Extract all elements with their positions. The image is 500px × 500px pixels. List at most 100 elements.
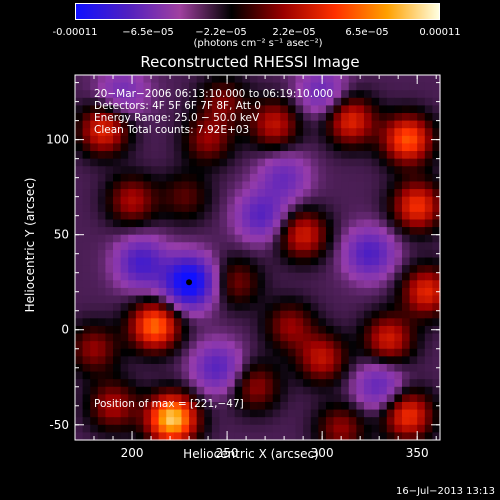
heatmap-cell (173, 211, 183, 221)
heatmap-cell (120, 348, 129, 357)
heatmap-cell (227, 356, 236, 365)
heatmap-cell (151, 341, 160, 350)
heatmap-cell (204, 348, 213, 357)
heatmap-cell (166, 371, 175, 380)
heatmap-cell (371, 158, 380, 167)
heatmap-cell (265, 424, 274, 433)
heatmap-cell (310, 242, 319, 251)
heatmap-cell (424, 75, 433, 84)
heatmap-cell (379, 371, 388, 380)
heatmap-cell (90, 341, 99, 350)
heatmap-cell (227, 151, 236, 160)
heatmap-cell (417, 219, 426, 228)
heatmap-cell (143, 120, 152, 129)
heatmap-cell (82, 189, 91, 198)
heatmap-cell (219, 97, 228, 107)
heatmap-cell (371, 113, 380, 122)
heatmap-cell (158, 401, 167, 411)
heatmap-cell (75, 166, 84, 175)
heatmap-cell (333, 386, 342, 395)
heatmap-cell (135, 394, 145, 403)
heatmap-cell (135, 227, 145, 236)
heatmap-cell (151, 75, 160, 84)
heatmap-cell (128, 227, 137, 236)
heatmap-cell (211, 181, 221, 190)
heatmap-cell (386, 219, 395, 228)
heatmap-cell (181, 204, 190, 213)
heatmap-cell (173, 325, 183, 335)
heatmap-cell (424, 386, 433, 395)
heatmap-cell (401, 417, 411, 426)
heatmap-cell (151, 303, 160, 312)
heatmap-cell (379, 356, 388, 365)
heatmap-cell (196, 75, 205, 84)
heatmap-cell (227, 272, 236, 281)
heatmap-cell (90, 394, 99, 403)
heatmap-cell (272, 234, 281, 243)
heatmap-cell (379, 417, 388, 426)
heatmap-cell (295, 401, 304, 411)
heatmap-cell (242, 196, 251, 205)
heatmap-cell (249, 120, 259, 129)
heatmap-cell (82, 204, 91, 213)
heatmap-cell (280, 82, 289, 91)
heatmap-cell (341, 401, 350, 411)
heatmap-cell (113, 120, 122, 129)
heatmap-cell (143, 234, 152, 243)
heatmap-cell (120, 128, 129, 137)
heatmap-cell (166, 318, 175, 327)
heatmap-cell (158, 113, 167, 122)
heatmap-cell (189, 189, 198, 198)
heatmap-cell (287, 363, 297, 373)
heatmap-cell (196, 181, 205, 190)
heatmap-cell (363, 128, 373, 137)
heatmap-cell (211, 265, 221, 274)
heatmap-cell (379, 249, 388, 259)
heatmap-cell (409, 295, 418, 304)
heatmap-cell (409, 249, 418, 259)
heatmap-cell (432, 181, 441, 190)
heatmap-cell (417, 295, 426, 304)
heatmap-cell (151, 82, 160, 91)
heatmap-cell (356, 219, 365, 228)
heatmap-cell (97, 196, 107, 205)
heatmap-cell (128, 348, 137, 357)
heatmap-cell (272, 90, 281, 99)
heatmap-cell (181, 105, 190, 114)
heatmap-cell (295, 379, 304, 388)
heatmap-cell (356, 166, 365, 175)
heatmap-cell (173, 166, 183, 175)
heatmap-cell (143, 424, 152, 433)
heatmap-cell (234, 196, 243, 205)
heatmap-cell (219, 257, 228, 266)
heatmap-cell (242, 394, 251, 403)
heatmap-cell (318, 318, 327, 327)
heatmap-cell (135, 120, 145, 129)
heatmap-cell (303, 272, 312, 281)
heatmap-cell (295, 318, 304, 327)
heatmap-cell (394, 82, 403, 91)
heatmap-cell (356, 303, 365, 312)
heatmap-cell (424, 128, 433, 137)
heatmap-cell (113, 417, 122, 426)
heatmap-cell (386, 257, 395, 266)
heatmap-cell (348, 295, 357, 304)
heatmap-cell (333, 128, 342, 137)
heatmap-cell (120, 97, 129, 107)
heatmap-cell (173, 120, 183, 129)
heatmap-cell (158, 379, 167, 388)
heatmap-cell (120, 242, 129, 251)
heatmap-cell (90, 105, 99, 114)
heatmap-cell (173, 310, 183, 319)
heatmap-cell (173, 409, 183, 418)
heatmap-cell (97, 82, 107, 91)
heatmap-cell (272, 158, 281, 167)
heatmap-cell (242, 280, 251, 289)
heatmap-cell (249, 272, 259, 281)
heatmap-cell (143, 135, 152, 145)
heatmap-cell (257, 394, 266, 403)
heatmap-cell (303, 295, 312, 304)
heatmap-cell (189, 158, 198, 167)
heatmap-cell (303, 341, 312, 350)
heatmap-cell (196, 204, 205, 213)
